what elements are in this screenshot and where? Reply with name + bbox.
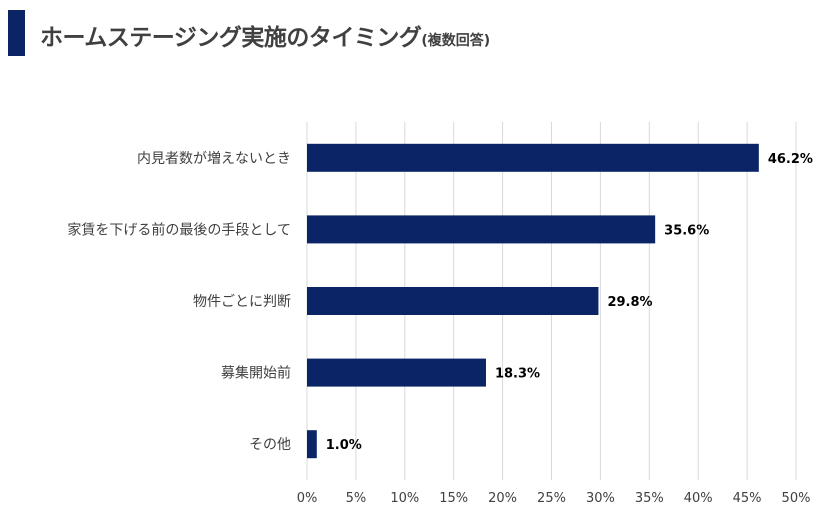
x-tick-label: 25%: [537, 491, 566, 506]
x-tick-label: 20%: [488, 491, 517, 506]
chart-title: ホームステージング実施のタイミング(複数回答): [40, 18, 490, 52]
value-label: 46.2%: [768, 152, 813, 167]
category-labels: 内見者数が増えないとき家賃を下げる前の最後の手段として物件ごとに判断募集開始前そ…: [67, 151, 291, 453]
value-label: 35.6%: [664, 223, 709, 238]
x-tick-label: 30%: [586, 491, 615, 506]
bar: [307, 215, 656, 244]
bar: [307, 430, 317, 459]
x-tick-label: 50%: [782, 491, 811, 506]
category-label: 家賃を下げる前の最後の手段として: [67, 221, 291, 238]
x-tick-label: 45%: [733, 491, 762, 506]
bar: [307, 287, 599, 315]
title-accent-bar: [8, 10, 25, 56]
x-tick-label: 0%: [297, 491, 318, 506]
bar: [307, 358, 486, 387]
category-label: 内見者数が増えないとき: [137, 151, 291, 167]
category-label: 募集開始前: [221, 365, 291, 382]
value-label: 29.8%: [607, 295, 652, 310]
bars: [307, 143, 759, 459]
x-tick-label: 15%: [439, 491, 468, 506]
x-tick-label: 35%: [635, 491, 664, 506]
x-tick-label: 5%: [346, 491, 367, 506]
x-axis-ticks: 0% 5% 10% 15% 20% 25% 30% 35% 40% 45% 50%: [297, 491, 811, 506]
value-label: 1.0%: [326, 438, 362, 453]
category-label: その他: [249, 437, 291, 453]
category-label: 物件ごとに判断: [193, 294, 291, 310]
bar: [307, 143, 759, 172]
chart-title-sub: (複数回答): [421, 33, 491, 49]
value-label: 18.3%: [495, 367, 540, 382]
chart-title-main: ホームステージング実施のタイミング: [40, 25, 422, 51]
value-labels: 46.2% 35.6% 29.8% 18.3% 1.0%: [326, 152, 813, 453]
x-tick-label: 10%: [390, 491, 419, 506]
x-tick-label: 40%: [684, 491, 713, 506]
